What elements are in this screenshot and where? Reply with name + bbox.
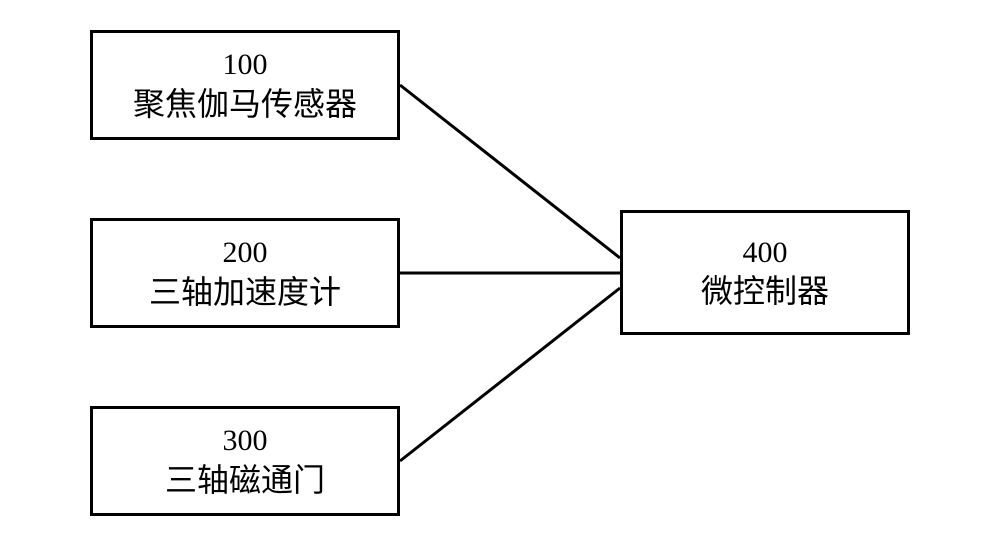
node-200-label: 三轴加速度计	[149, 272, 341, 312]
node-300-label: 三轴磁通门	[165, 460, 325, 500]
node-200: 200 三轴加速度计	[90, 218, 400, 328]
node-100-label: 聚焦伽马传感器	[133, 84, 357, 124]
edge	[400, 85, 620, 258]
node-100-id: 100	[223, 46, 268, 84]
node-300: 300 三轴磁通门	[90, 406, 400, 516]
node-400-id: 400	[743, 234, 788, 272]
node-400-label: 微控制器	[701, 271, 829, 311]
node-400: 400 微控制器	[620, 210, 910, 335]
node-200-id: 200	[223, 234, 268, 272]
edge	[400, 288, 620, 461]
diagram-canvas: 100 聚焦伽马传感器 200 三轴加速度计 300 三轴磁通门 400 微控制…	[0, 0, 1000, 546]
node-100: 100 聚焦伽马传感器	[90, 30, 400, 140]
node-300-id: 300	[223, 422, 268, 460]
